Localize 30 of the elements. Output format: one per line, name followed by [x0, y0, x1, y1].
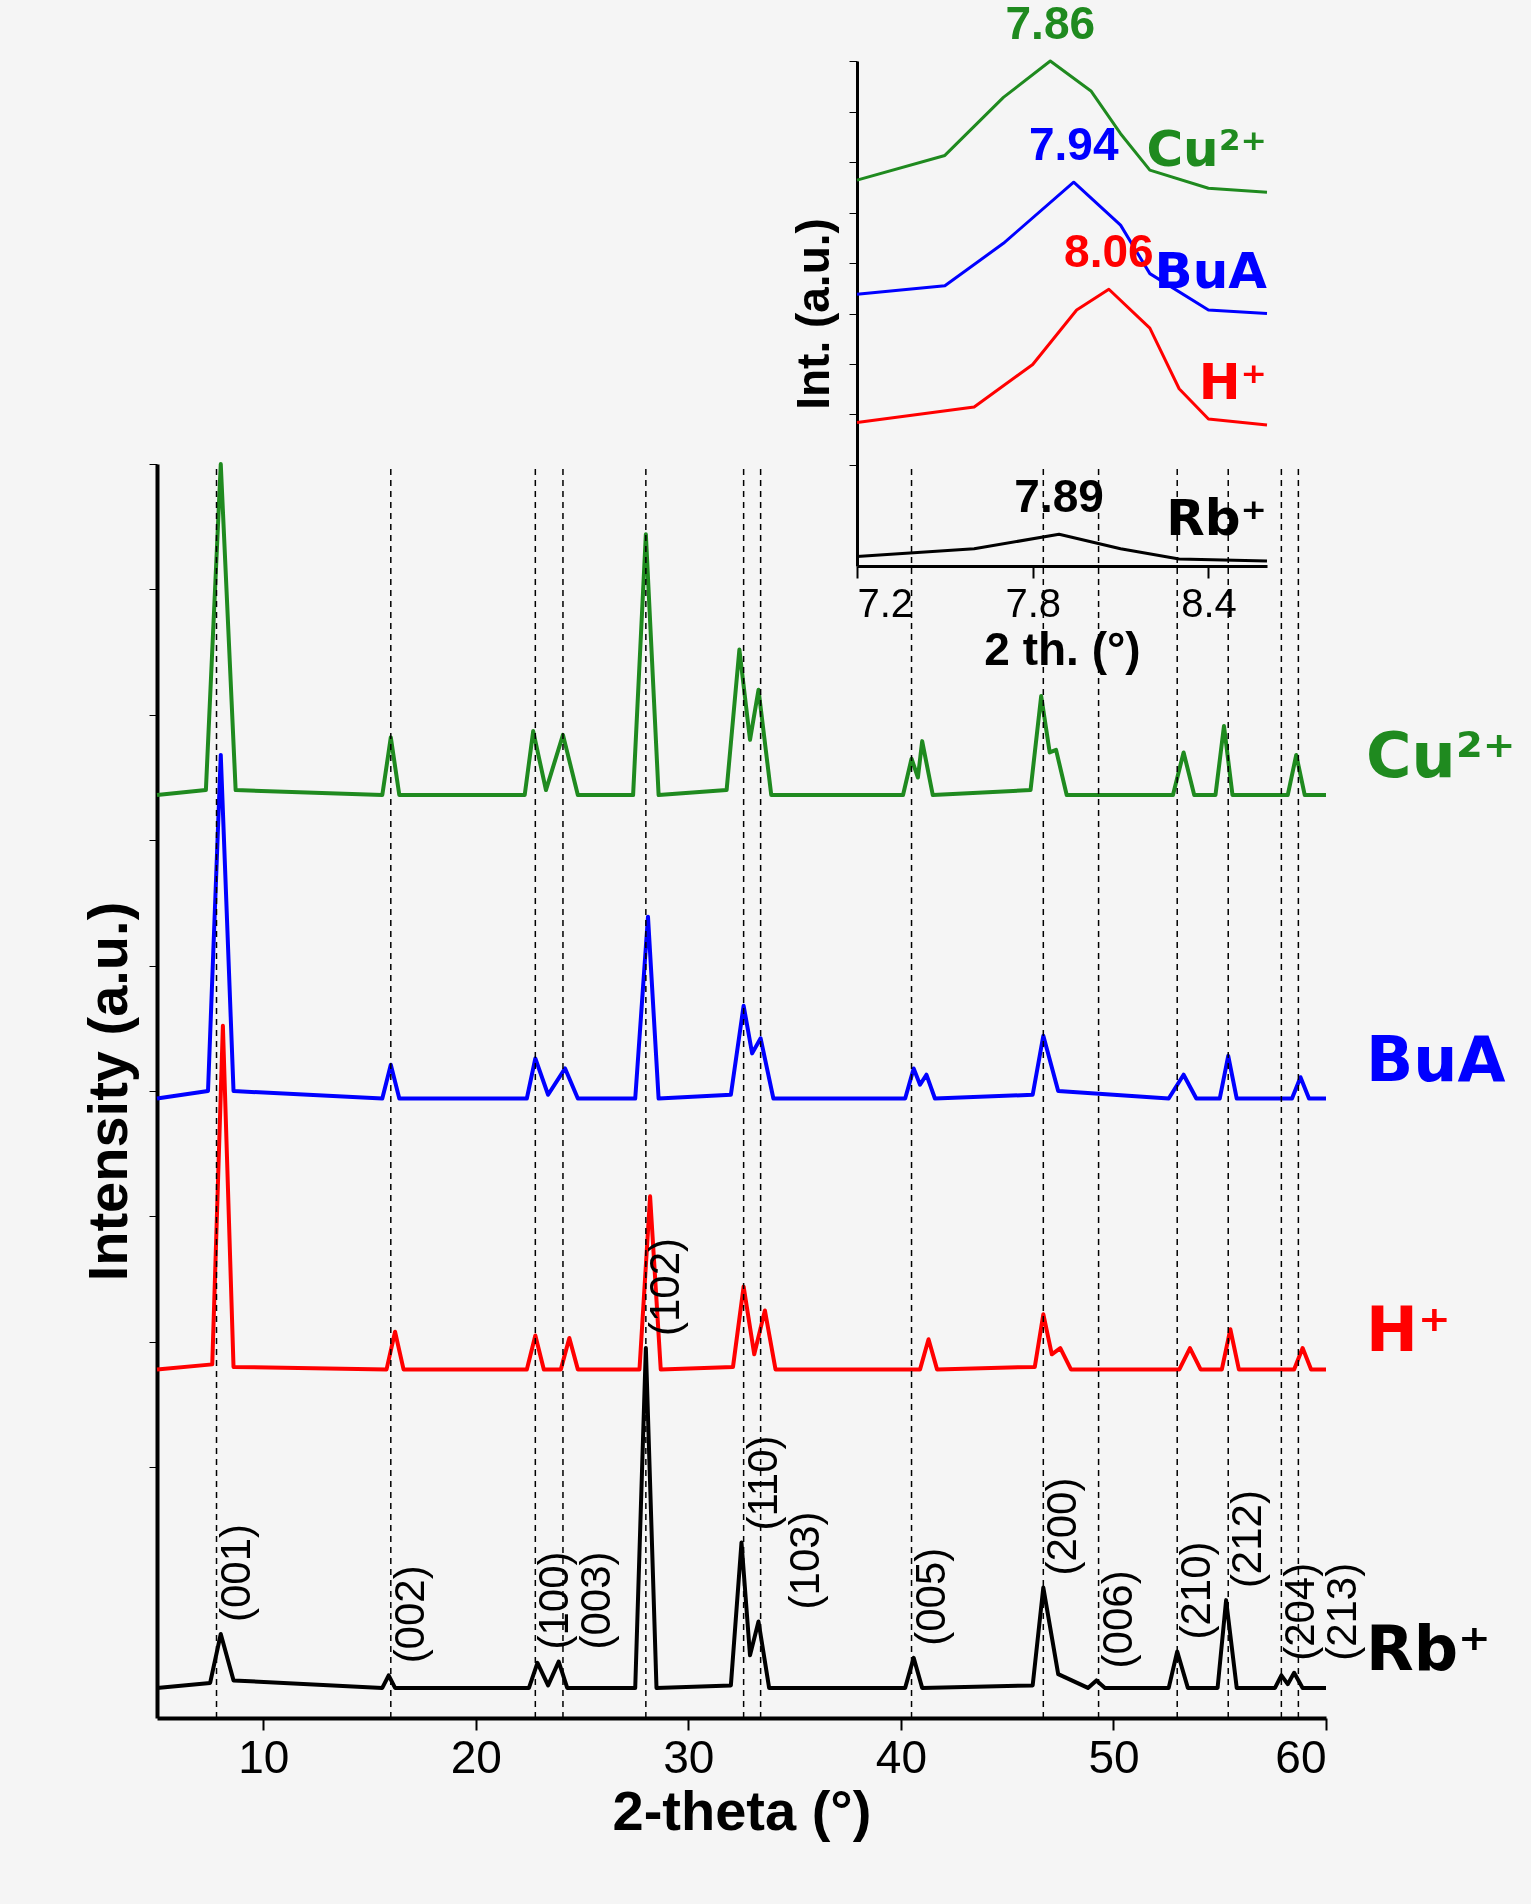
x-tick-label: 10	[238, 1730, 290, 1783]
series-label: H⁺	[1198, 353, 1267, 412]
annotation: 7.94	[1028, 118, 1119, 171]
series-label: H⁺	[1366, 1293, 1451, 1367]
x-tick-label: 7.8	[1005, 580, 1062, 625]
x-tick-label: 20	[450, 1730, 502, 1783]
annotation: (001)	[211, 1523, 259, 1622]
annotation: (212)	[1223, 1490, 1271, 1589]
x-tick-label: 50	[1088, 1730, 1140, 1783]
annotation: (006)	[1093, 1570, 1141, 1669]
series-label: BuA	[1154, 241, 1268, 300]
y-axis-title: Intensity (a.u.)	[76, 901, 139, 1282]
series-label: Cu²⁺	[1146, 120, 1267, 179]
annotation: (102)	[640, 1238, 688, 1337]
series-label: BuA	[1366, 1022, 1506, 1096]
annotation: 7.86	[1005, 0, 1096, 49]
annotation: (002)	[385, 1565, 433, 1664]
annotation: (005)	[906, 1547, 954, 1646]
x-axis-title: 2 th. (°)	[984, 622, 1141, 675]
annotation: (200)	[1038, 1477, 1086, 1576]
x-tick-label: 7.2	[857, 580, 914, 625]
series-label: Cu²⁺	[1366, 719, 1516, 793]
series-label: Rb⁺	[1366, 1611, 1491, 1685]
x-tick-label: 60	[1275, 1730, 1327, 1783]
x-tick-label: 8.4	[1181, 580, 1237, 625]
annotation: 7.89	[1014, 470, 1104, 523]
x-tick-label: 40	[875, 1730, 927, 1783]
annotation: (210)	[1172, 1541, 1220, 1640]
y-axis-title: Int. (a.u.)	[787, 218, 839, 410]
series-label: Rb⁺	[1166, 488, 1267, 547]
